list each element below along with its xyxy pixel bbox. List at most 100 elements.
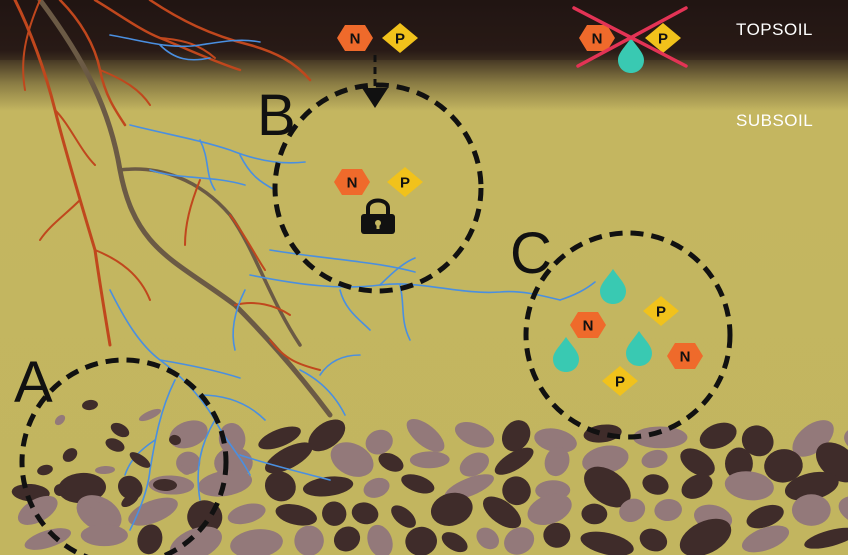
rock <box>791 494 831 526</box>
rock <box>724 471 774 501</box>
rock <box>494 447 534 475</box>
fine-root <box>39 199 81 241</box>
rock <box>527 493 572 526</box>
fine-root <box>184 179 201 246</box>
rock <box>482 496 522 529</box>
rock <box>401 474 435 494</box>
topsoil-band <box>0 0 848 60</box>
hypha <box>149 169 246 186</box>
zone-b-ring <box>272 82 484 294</box>
rock <box>405 526 437 555</box>
hypha <box>299 369 346 416</box>
hypha <box>379 257 416 286</box>
rock <box>137 524 163 555</box>
cross-icon <box>572 6 688 68</box>
soil-particle <box>62 448 78 462</box>
zone-c: C <box>510 221 733 440</box>
rock <box>308 419 346 452</box>
hypha <box>319 354 361 376</box>
rock <box>504 527 535 555</box>
soil-particle <box>54 484 66 496</box>
lock-icon <box>361 198 395 234</box>
rock <box>258 426 301 450</box>
hypha <box>249 274 561 301</box>
rock <box>365 429 393 455</box>
zone-b: B <box>257 82 484 294</box>
soil-particle <box>121 492 139 508</box>
rock <box>430 492 473 526</box>
rock <box>378 452 404 472</box>
hypha <box>232 289 246 351</box>
rock <box>476 527 499 550</box>
hypha <box>559 281 596 301</box>
rock <box>619 498 646 523</box>
soil-particle <box>169 434 181 446</box>
zone-a-ring <box>19 357 229 555</box>
hypha <box>109 34 261 48</box>
rock <box>641 449 668 469</box>
fine-root <box>269 339 321 371</box>
zone-c-letter: C <box>510 221 552 286</box>
soil-particle <box>37 464 53 476</box>
rock <box>218 423 246 455</box>
rock <box>302 476 354 497</box>
hypha <box>239 154 276 191</box>
subsoil-label: SUBSOIL <box>736 111 813 130</box>
rock <box>543 522 571 548</box>
rock <box>654 499 682 522</box>
rock <box>741 525 790 553</box>
rock <box>24 528 72 550</box>
rock <box>17 495 58 525</box>
rock <box>363 477 390 498</box>
fine-root <box>13 0 112 347</box>
rock <box>544 446 570 477</box>
rock <box>642 474 669 495</box>
down-arrow-icon <box>362 55 388 108</box>
soil-particle <box>110 422 130 438</box>
rock <box>80 524 128 547</box>
plant-roots <box>13 0 333 418</box>
rock <box>582 445 629 474</box>
rock <box>746 504 784 529</box>
rock <box>391 505 416 528</box>
main-root <box>37 0 333 418</box>
soil-particle <box>82 399 98 411</box>
zone-a: A <box>14 350 229 555</box>
soil-particle <box>87 500 103 510</box>
fine-root <box>229 214 266 271</box>
hypha <box>199 394 266 421</box>
rock <box>330 442 374 477</box>
zone-b-letter: B <box>257 83 296 148</box>
rock <box>294 525 324 555</box>
rock <box>333 526 361 552</box>
rock <box>639 528 668 552</box>
hypha <box>159 359 241 379</box>
hypha <box>199 139 216 191</box>
rock <box>128 497 178 526</box>
soil-particle <box>105 438 125 452</box>
hypha <box>129 379 176 531</box>
rock <box>581 503 608 525</box>
rock <box>680 448 715 477</box>
fine-root <box>94 249 151 301</box>
rock <box>322 501 347 526</box>
rock <box>699 422 737 449</box>
rock <box>764 449 803 483</box>
rock <box>264 471 296 502</box>
rock <box>502 420 531 452</box>
unavailable-nutrients <box>572 6 688 73</box>
rock <box>454 421 495 448</box>
rock <box>534 428 577 453</box>
rock <box>275 504 317 526</box>
soil-particle <box>54 414 66 426</box>
soil-particle <box>138 408 162 422</box>
fine-root <box>159 37 216 59</box>
rock <box>741 425 774 457</box>
fine-root <box>148 0 312 82</box>
hypha <box>197 419 216 501</box>
rock <box>584 466 631 508</box>
rock-layer <box>11 418 848 555</box>
soil-particle <box>95 465 115 475</box>
hypha <box>269 249 416 273</box>
